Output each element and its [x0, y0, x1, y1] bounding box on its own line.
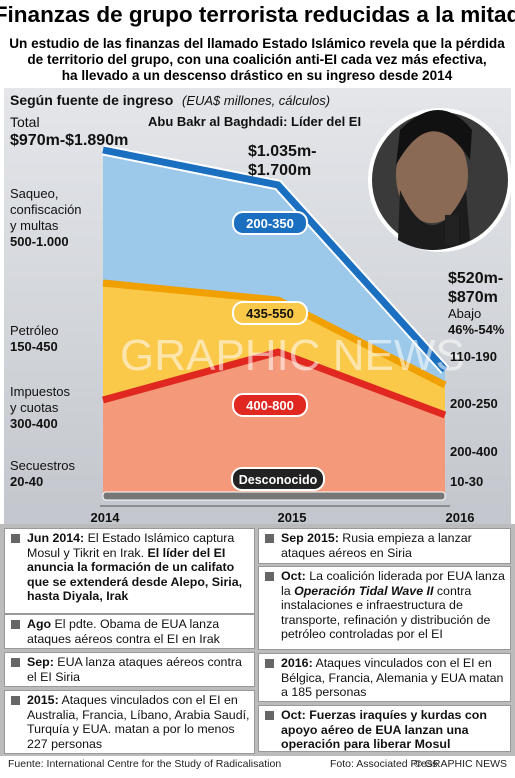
timeline-item: Oct: Fuerzas iraquíes y kurdas con apoyo… [258, 705, 511, 752]
timeline-item: 2016: Ataques vinculados con el EI en Bé… [258, 653, 511, 702]
bullet [11, 696, 20, 705]
source-label: Saqueo, [10, 186, 58, 201]
year-label: 2015 [278, 510, 307, 524]
source-label: confiscación [10, 202, 82, 217]
line-total [102, 146, 448, 373]
timeline-text: El Estado Islámico captura Mosul y Tikri… [27, 531, 235, 560]
timeline-text: contra instalaciones e infraestructura d… [281, 583, 491, 642]
year-label: 2014 [91, 510, 121, 524]
range-2016: 110-190 [450, 349, 497, 364]
total-2014: $970m-$1.890m [10, 132, 128, 149]
chart: Finanzas de grupo terrorista reducidas a… [0, 0, 515, 524]
total-note: 46%-54% [448, 322, 505, 337]
total-2016: $520m- [448, 270, 503, 287]
source-label: y cuotas [10, 400, 59, 415]
heading: Según fuente de ingreso [10, 92, 173, 108]
range-2016: 200-250 [450, 396, 498, 411]
subtitle: de territorio del grupo, con una coalici… [27, 52, 486, 67]
timeline-text: Operación Tidal Wave II [294, 583, 434, 598]
timeline-text: 2015: [27, 693, 59, 707]
timeline-item: Oct: La coalición liderada por EUA lanza… [258, 566, 511, 650]
timeline-text: Rusia empieza a lanzar ataques aéreos en… [281, 531, 472, 560]
timeline-text: Oct: [281, 569, 306, 583]
header-bg [0, 0, 515, 88]
range-2014: 150-450 [10, 339, 58, 354]
footer: Fuente: International Centre for the Stu… [0, 754, 515, 778]
timeline-item: Jun 2014: El Estado Islámico captura Mos… [4, 528, 255, 614]
watermark: GRAPHIC NEWS [120, 331, 465, 380]
timeline: Jun 2014: El Estado Islámico captura Mos… [0, 524, 515, 756]
area-saqueo [103, 150, 445, 385]
source-label: Impuestos [10, 384, 70, 399]
bullet [11, 620, 20, 629]
source-label: Secuestros [10, 458, 76, 473]
photo-caption: Abu Bakr al Baghdadi: Líder del EI [148, 114, 361, 129]
timeline-text: Ago [27, 617, 52, 631]
range-2015: Desconocido [239, 473, 318, 487]
bullet [265, 572, 274, 581]
timeline-text: Ataques vinculados con el EI en Australi… [27, 693, 250, 751]
area-impuestos [103, 352, 445, 494]
bullet [11, 658, 20, 667]
total-note: Abajo [448, 306, 481, 321]
timeline-text: 2016: [281, 656, 313, 670]
timeline-text: La coalición liderada por EUA lanza la [281, 569, 505, 598]
timeline-item: 2015: Ataques vinculados con el EI en Au… [4, 690, 255, 754]
source-label: y multas [10, 218, 59, 233]
timeline-text: Sep 2015: [281, 531, 339, 545]
range-2015: 435-550 [246, 306, 294, 321]
range-2014: 20-40 [10, 474, 43, 489]
timeline-text: EUA lanza ataques aéreos contra el EI Si… [27, 655, 242, 684]
bullet [265, 659, 274, 668]
title: Finanzas de grupo terrorista reducidas a… [0, 2, 515, 27]
photo [368, 108, 512, 252]
total-label: Total [10, 114, 40, 130]
photo-credit: Foto: Associated Press [330, 758, 438, 770]
source: Fuente: International Centre for the Stu… [8, 758, 282, 770]
timeline-text: El líder del EI anuncia la formación de … [27, 545, 243, 604]
timeline-text: Oct: Fuerzas iraquíes y kurdas con apoyo… [281, 708, 487, 751]
bullet [265, 534, 274, 543]
range-2015: 200-350 [246, 216, 294, 231]
callout-pills [231, 211, 325, 491]
range-2016: 10-30 [450, 474, 483, 489]
units: (EUA$ millones, cálculos) [182, 93, 330, 108]
range-2014: 500-1.000 [10, 234, 69, 249]
total-2015: $1.700m [248, 162, 311, 179]
total-2016: $870m [448, 289, 498, 306]
subtitle: Un estudio de las finanzas del llamado E… [9, 36, 505, 51]
timeline-text: Jun 2014: [27, 531, 85, 545]
credit: © GRAPHIC NEWS [414, 758, 507, 770]
total-2015: $1.035m- [248, 143, 317, 160]
line-impuestos [102, 348, 447, 419]
band-secuestros [102, 491, 446, 501]
line-petroleo [102, 279, 447, 389]
timeline-text: Ataques vinculados con el EI en Bélgica,… [281, 656, 504, 699]
range-2016: 200-400 [450, 444, 498, 459]
range-2015: 400-800 [246, 398, 294, 413]
range-2014: 300-400 [10, 416, 58, 431]
timeline-text: Sep: [27, 655, 54, 669]
subtitle: ha llevado a un descenso drástico en su … [62, 68, 453, 83]
year-label: 2016 [446, 510, 475, 524]
bullet [11, 534, 20, 543]
timeline-text: El pdte. Obama de EUA lanza ataques aére… [27, 617, 220, 646]
timeline-item: Ago El pdte. Obama de EUA lanza ataques … [4, 614, 255, 649]
bullet [265, 711, 274, 720]
source-label: Petróleo [10, 323, 58, 338]
timeline-item: Sep 2015: Rusia empieza a lanzar ataques… [258, 528, 511, 564]
timeline-item: Sep: EUA lanza ataques aéreos contra el … [4, 652, 255, 687]
